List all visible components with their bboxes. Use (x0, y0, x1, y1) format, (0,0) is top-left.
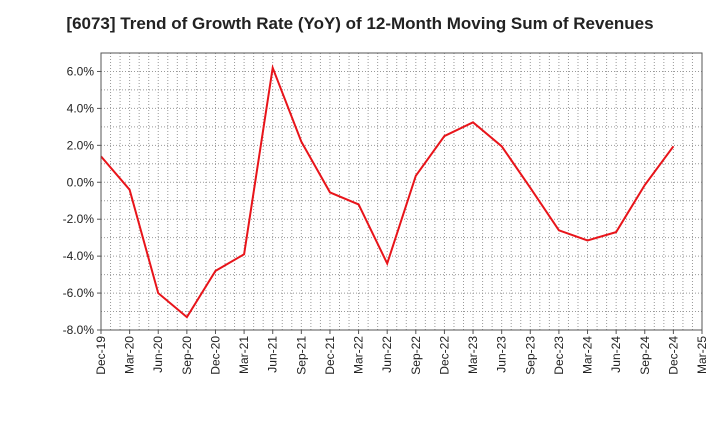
chart-title: [6073] Trend of Growth Rate (YoY) of 12-… (66, 14, 654, 33)
plot-frame (100, 52, 703, 331)
x-tick-label: Mar-24 (581, 336, 595, 374)
y-tick-label: -4.0% (63, 249, 95, 263)
x-tick-label: Dec-19 (94, 336, 108, 375)
y-tick-label: 0.0% (67, 175, 95, 189)
x-tick-label: Sep-24 (638, 336, 652, 375)
x-tick-label: Dec-23 (552, 336, 566, 375)
x-tick-label: Mar-21 (237, 336, 251, 374)
x-tick-label: Jun-23 (495, 336, 509, 373)
x-tick-label: Dec-21 (323, 336, 337, 375)
x-tick-label: Mar-20 (123, 336, 137, 374)
y-tick-label: -2.0% (63, 212, 95, 226)
x-tick-label: Sep-20 (180, 336, 194, 375)
x-axis-tick-labels: Dec-19 Mar-20 Jun-20 Sep-20 Dec-20 Mar-21 Jun-… (94, 330, 709, 375)
y-tick-label: 6.0% (67, 64, 95, 78)
y-tick-label: -6.0% (63, 286, 95, 300)
y-tick-label: -8.0% (63, 323, 95, 337)
x-tick-label: Dec-22 (437, 336, 451, 375)
x-tick-label: Jun-22 (380, 336, 394, 373)
x-tick-label: Dec-20 (208, 336, 222, 375)
x-tick-label: Mar-22 (352, 336, 366, 374)
y-tick-label: 4.0% (67, 101, 95, 115)
series-line (100, 63, 675, 319)
x-tick-label: Mar-25 (695, 336, 709, 374)
x-tick-label: Jun-20 (151, 336, 165, 373)
x-tick-label: Dec-24 (666, 336, 680, 375)
y-tick-label: 2.0% (67, 138, 95, 152)
plot-area (101, 53, 702, 330)
x-tick-label: Mar-23 (466, 336, 480, 374)
y-axis-tick-labels: 6.0% 4.0% 2.0% 0.0% -2.0% -4.0% -6.0% -8.0% (63, 64, 101, 337)
x-tick-label: Jun-21 (266, 336, 280, 373)
x-tick-label: Sep-21 (294, 336, 308, 375)
x-tick-label: Sep-23 (523, 336, 537, 375)
x-tick-label: Sep-22 (409, 336, 423, 375)
x-tick-label: Jun-24 (609, 336, 623, 373)
